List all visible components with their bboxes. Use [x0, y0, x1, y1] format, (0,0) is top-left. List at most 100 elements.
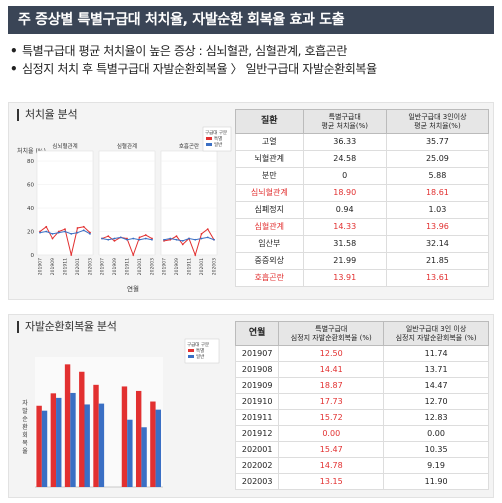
x-tick-label: 201909: [112, 258, 118, 275]
legend-label: 특별: [214, 135, 222, 142]
treatment-section-title: 처치율 분석: [17, 109, 78, 121]
table-row: 202001 15.47 10.35: [234, 441, 489, 458]
series-point: [113, 237, 116, 240]
table-row: 201912 0.00 0.00: [234, 425, 489, 442]
series-point: [163, 238, 165, 241]
series-point: [126, 238, 128, 241]
facet-frame: [36, 150, 94, 256]
y-tick-label: 60: [27, 183, 34, 189]
table-cell-special: 14.78: [278, 457, 385, 474]
facet-title: 심뇌혈관계: [52, 142, 77, 150]
x-tick-label: 201907: [38, 258, 44, 275]
series-point: [107, 238, 110, 241]
y-tick-label: 20: [27, 230, 34, 236]
bar-특별: [150, 401, 156, 487]
legend-frame: [202, 126, 232, 152]
facet-title: 심혈관계: [117, 142, 137, 150]
table-cell-special: 14.41: [278, 361, 385, 378]
series-point: [70, 232, 73, 235]
table-row: 202002 14.78 9.19: [234, 457, 489, 474]
table-cell-special: 15.47: [278, 441, 385, 458]
series-point: [194, 254, 197, 256]
bar-일반: [70, 392, 76, 487]
y-axis-label-char: 환: [22, 423, 28, 431]
table-header-cell: 일반구급대 3인 이상 심정지 자발순환회복율 (%): [383, 321, 489, 346]
table-row: 호흡곤란 13.91 13.61: [235, 269, 490, 287]
table-cell: 심혈관계: [235, 218, 304, 236]
x-tick-label: 201911: [125, 258, 131, 275]
bar-group-202001: [121, 386, 133, 487]
y-axis-label-char: 복: [22, 440, 28, 447]
series-point: [113, 240, 116, 242]
series-point: [119, 236, 122, 239]
series-point: [132, 237, 135, 240]
x-tick-label: 201909: [50, 258, 56, 275]
bar-group-201911: [93, 384, 105, 487]
table-cell-ym: 201907: [234, 345, 280, 362]
legend-label: 일반: [196, 353, 204, 360]
x-tick-label: 201907: [100, 258, 106, 275]
table-cell-ym: 201908: [234, 361, 280, 378]
bar-특별: [36, 405, 42, 487]
x-tick-label: 202003: [88, 258, 94, 275]
table-cell-special: 15.72: [278, 409, 385, 426]
table-row: 고열 36.33 35.77: [235, 133, 490, 151]
table-row: 201909 18.87 14.47: [234, 377, 489, 394]
treatment-table: 질환 특별구급대 평균 처치율(%) 일반구급대 3인이상 평균 처치율(%) 고열 36…: [235, 109, 490, 287]
rosc-panel: 자발순환회복율 분석 자 발 순 환 회 복 율 구급대 구분 특별 일반 연월 특별구급대 심정지 …: [8, 314, 494, 498]
table-cell: 심폐정지: [235, 201, 304, 219]
legend-label: 특별: [196, 347, 204, 354]
facet-1: 심혈관계 201907 201909 201911 202001 202003: [98, 142, 156, 275]
series-point: [45, 225, 48, 228]
table-cell-ym: 202002: [234, 457, 280, 474]
bar-일반: [41, 410, 48, 487]
x-tick-label: 201907: [162, 258, 168, 275]
table-cell: 호흡곤란: [235, 269, 304, 287]
bar-일반: [98, 403, 105, 487]
table-cell: 13.61: [385, 269, 490, 287]
bar-일반: [155, 409, 162, 487]
y-tick-label: 0: [31, 253, 35, 259]
table-row: 심혈관계 14.33 13.96: [235, 218, 490, 236]
table-cell: 뇌혈관계: [235, 150, 304, 168]
series-point: [39, 231, 41, 234]
table-cell-general: 12.83: [383, 409, 489, 426]
table-cell-general: 9.19: [383, 457, 489, 474]
table-cell: 1.03: [385, 201, 490, 219]
legend-swatch: [206, 143, 212, 146]
table-row: 201908 14.41 13.71: [234, 361, 489, 378]
bar-group-201907: [36, 405, 48, 487]
table-cell: 13.91: [302, 269, 387, 287]
table-cell: 31.58: [302, 235, 387, 253]
series-point: [200, 232, 203, 235]
table-cell-general: 11.90: [383, 473, 489, 490]
rosc-section-title: 자발순환회복율 분석: [17, 321, 117, 333]
series-point: [70, 254, 73, 256]
table-cell: 심뇌혈관계: [235, 184, 304, 202]
series-point: [206, 228, 209, 231]
table-cell: 중증외상: [235, 252, 304, 270]
rosc-table: 연월 특별구급대 심정지 자발순환회복율 (%) 일반구급대 3인 이상 심정지 자발순…: [234, 321, 489, 490]
series-point: [76, 231, 79, 234]
table-cell: 고열: [235, 133, 304, 151]
series-point: [64, 230, 66, 233]
table-cell-special: 0.00: [278, 425, 385, 442]
summary-bullets: • 특별구급대 평균 처치율이 높은 증상 : 심뇌혈관, 심혈관계, 호흡곤란 …: [10, 42, 490, 78]
bar-group-202002: [135, 390, 147, 487]
series-point: [101, 237, 103, 240]
table-row: 201907 12.50 11.74: [234, 345, 489, 362]
table-cell-general: 14.47: [383, 377, 489, 394]
series-point: [107, 235, 110, 238]
series-point: [76, 227, 79, 229]
series-point: [82, 225, 85, 228]
table-cell-special: 12.50: [278, 345, 385, 362]
table-cell-ym: 201909: [234, 377, 280, 394]
series-point: [169, 237, 172, 240]
x-tick-label: 202001: [75, 258, 81, 275]
y-tick-label: 40: [27, 206, 34, 212]
series-point: [206, 236, 209, 239]
bar-특별: [64, 364, 71, 487]
x-tick-label: 201909: [174, 258, 180, 275]
